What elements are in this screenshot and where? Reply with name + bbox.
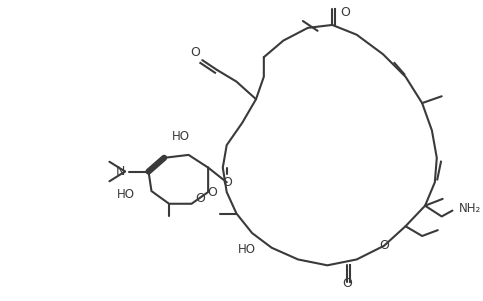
Text: O: O [190,46,200,59]
Text: O: O [340,6,350,19]
Text: O: O [379,239,389,252]
Text: O: O [196,192,205,205]
Text: O: O [342,277,352,290]
Text: O: O [222,176,232,189]
Text: HO: HO [117,188,135,201]
Text: HO: HO [172,130,190,143]
Text: N: N [116,165,125,178]
Text: HO: HO [238,243,256,256]
Text: NH₂: NH₂ [459,202,482,215]
Text: O: O [207,185,217,199]
